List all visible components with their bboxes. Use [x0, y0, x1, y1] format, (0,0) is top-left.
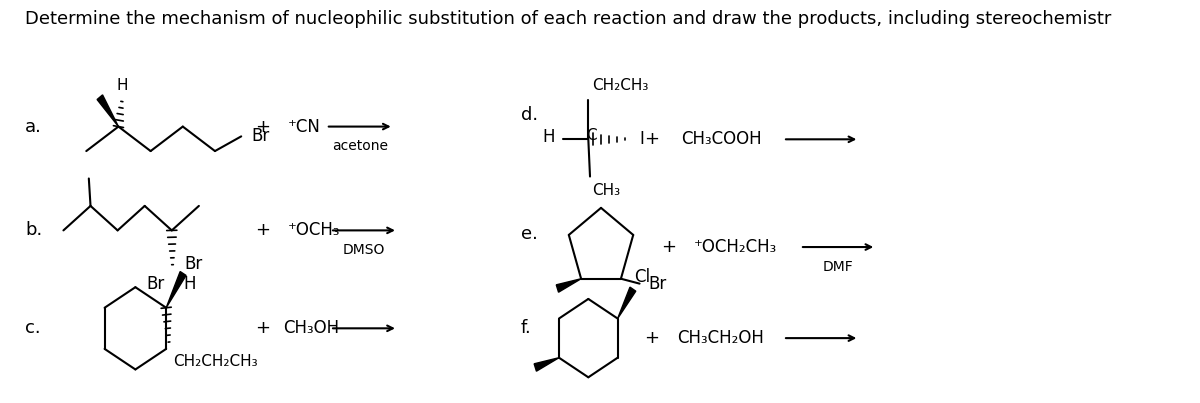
Text: +: +	[644, 130, 659, 148]
Text: Br: Br	[185, 255, 203, 273]
Text: b.: b.	[25, 221, 42, 239]
Text: H: H	[116, 78, 127, 93]
Text: CH₃OH: CH₃OH	[283, 319, 340, 337]
Polygon shape	[97, 95, 119, 127]
Polygon shape	[618, 287, 636, 318]
Polygon shape	[166, 272, 186, 308]
Text: ⁺OCH₃: ⁺OCH₃	[288, 221, 341, 239]
Text: c.: c.	[25, 319, 41, 337]
Text: CH₂CH₂CH₃: CH₂CH₂CH₃	[173, 354, 258, 369]
Text: Br: Br	[251, 127, 270, 145]
Text: DMF: DMF	[823, 260, 853, 274]
Text: H: H	[542, 128, 554, 146]
Text: Br: Br	[648, 274, 666, 293]
Text: a.: a.	[25, 118, 42, 135]
Text: acetone: acetone	[331, 139, 388, 153]
Text: I: I	[640, 130, 644, 148]
Text: e.: e.	[521, 225, 538, 243]
Text: CH₂CH₃: CH₂CH₃	[593, 78, 649, 93]
Text: +: +	[254, 221, 270, 239]
Text: Br: Br	[146, 275, 166, 293]
Text: d.: d.	[521, 106, 538, 124]
Text: Determine the mechanism of nucleophilic substitution of each reaction and draw t: Determine the mechanism of nucleophilic …	[25, 10, 1111, 28]
Text: +: +	[661, 238, 677, 256]
Text: ⁺OCH₂CH₃: ⁺OCH₂CH₃	[694, 238, 778, 256]
Text: ⁺CN: ⁺CN	[288, 118, 320, 135]
Text: CH₃CH₂OH: CH₃CH₂OH	[677, 329, 764, 347]
Text: +: +	[254, 118, 270, 135]
Text: f.: f.	[521, 319, 532, 337]
Text: +: +	[254, 319, 270, 337]
Polygon shape	[557, 279, 581, 292]
Text: H: H	[184, 275, 196, 293]
Polygon shape	[534, 358, 559, 371]
Text: DMSO: DMSO	[343, 243, 385, 257]
Text: Cl: Cl	[635, 268, 650, 287]
Text: CH₃: CH₃	[592, 183, 620, 198]
Text: +: +	[644, 329, 659, 347]
Text: C: C	[587, 128, 598, 143]
Text: CH₃COOH: CH₃COOH	[682, 130, 762, 148]
